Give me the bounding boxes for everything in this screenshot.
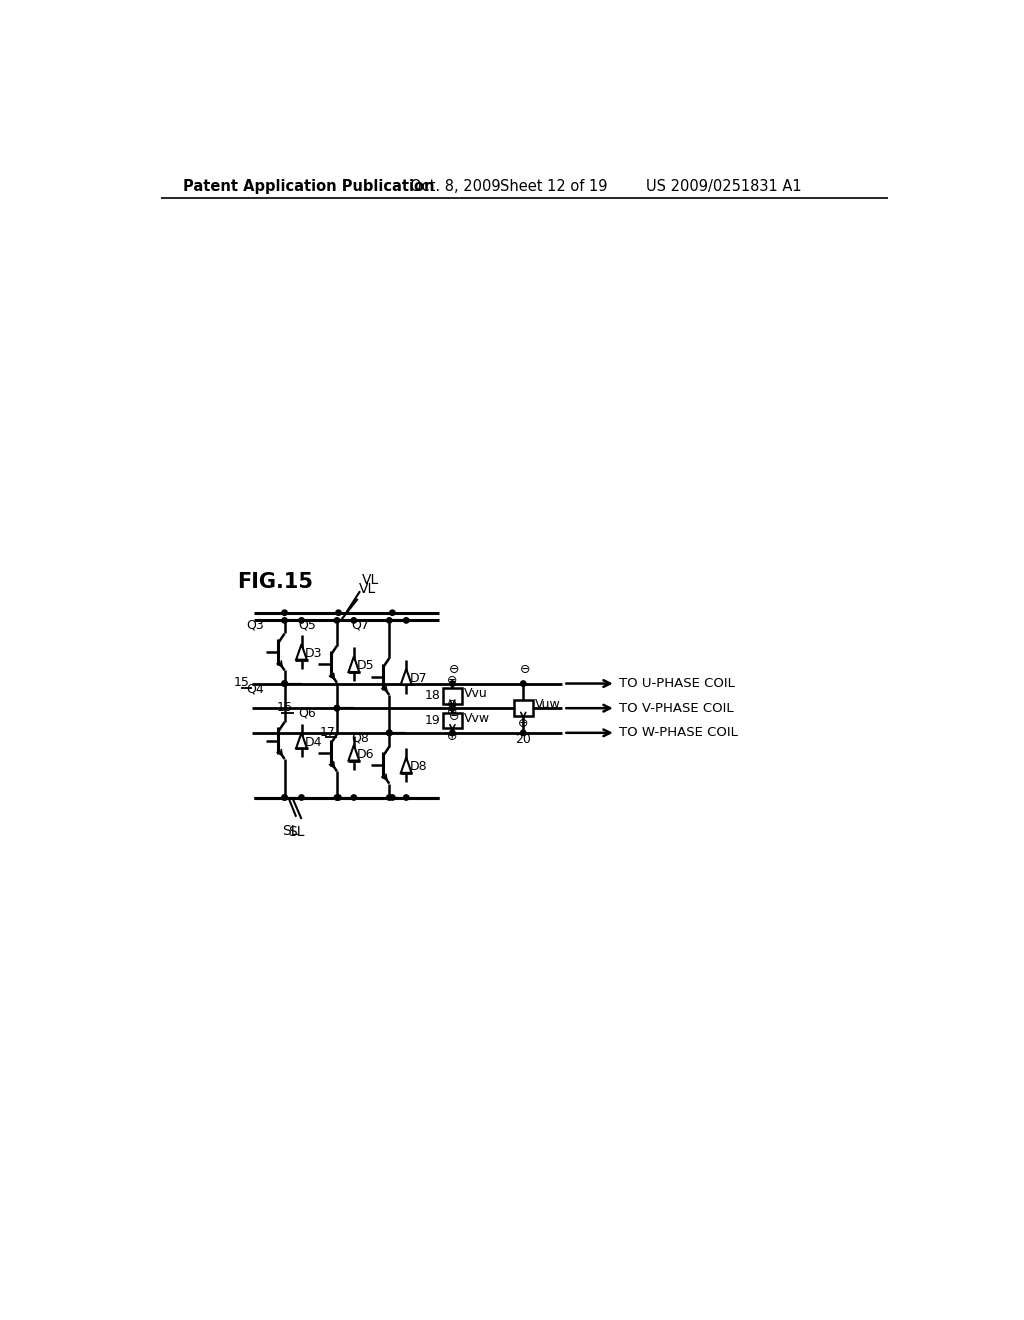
Text: ⊖: ⊖ [447, 698, 458, 711]
Circle shape [390, 610, 395, 615]
Text: ⊖: ⊖ [519, 663, 530, 676]
Circle shape [387, 730, 392, 735]
Text: VL: VL [359, 582, 377, 595]
Circle shape [351, 795, 356, 800]
Circle shape [450, 681, 455, 686]
Text: TO W-PHASE COIL: TO W-PHASE COIL [618, 726, 737, 739]
Circle shape [450, 705, 455, 711]
Text: ⊖: ⊖ [447, 673, 458, 686]
Circle shape [387, 795, 392, 800]
Text: D4: D4 [304, 735, 323, 748]
FancyBboxPatch shape [443, 688, 462, 704]
Circle shape [336, 795, 341, 800]
Circle shape [282, 610, 288, 615]
Text: ⊖: ⊖ [449, 663, 459, 676]
Text: D3: D3 [304, 647, 323, 660]
Text: SL: SL [283, 825, 299, 838]
Circle shape [387, 618, 392, 623]
Circle shape [282, 681, 288, 686]
Polygon shape [400, 758, 412, 774]
Text: Sheet 12 of 19: Sheet 12 of 19 [500, 180, 607, 194]
Circle shape [299, 795, 304, 800]
Text: Q5: Q5 [298, 619, 316, 632]
Circle shape [520, 730, 526, 735]
Text: 18: 18 [424, 689, 440, 702]
Text: FIG.15: FIG.15 [237, 572, 312, 591]
Text: Vvw: Vvw [464, 711, 490, 725]
Text: D5: D5 [357, 659, 375, 672]
Circle shape [403, 618, 409, 623]
Text: 16: 16 [276, 701, 292, 714]
Text: D6: D6 [357, 748, 375, 760]
Circle shape [450, 705, 455, 711]
Text: Q8: Q8 [351, 731, 369, 744]
Circle shape [336, 610, 341, 615]
Text: 17: 17 [319, 726, 336, 739]
Text: ⊖: ⊖ [449, 710, 459, 723]
Polygon shape [296, 733, 307, 748]
Circle shape [450, 730, 455, 735]
Polygon shape [296, 644, 307, 660]
Polygon shape [348, 744, 359, 760]
Text: ⊕: ⊕ [447, 705, 458, 718]
Text: Oct. 8, 2009: Oct. 8, 2009 [410, 180, 501, 194]
Text: D7: D7 [410, 672, 427, 685]
Circle shape [282, 681, 288, 686]
Text: Vuw: Vuw [535, 698, 560, 711]
Circle shape [351, 618, 356, 623]
Circle shape [334, 705, 340, 711]
Polygon shape [400, 669, 412, 684]
Text: Q3: Q3 [246, 619, 264, 632]
Circle shape [520, 681, 526, 686]
Text: 15: 15 [233, 676, 249, 689]
Text: Q6: Q6 [298, 706, 316, 719]
Text: TO U-PHASE COIL: TO U-PHASE COIL [618, 677, 734, 690]
Text: 19: 19 [424, 714, 440, 727]
Circle shape [387, 730, 392, 735]
Text: ⊕: ⊕ [518, 718, 528, 730]
FancyBboxPatch shape [443, 713, 462, 729]
Circle shape [282, 795, 288, 800]
Text: Vvu: Vvu [464, 686, 487, 700]
Text: VL: VL [361, 573, 379, 587]
Circle shape [334, 795, 340, 800]
Circle shape [334, 618, 340, 623]
Text: SL: SL [288, 825, 304, 840]
Text: Patent Application Publication: Patent Application Publication [183, 180, 434, 194]
Text: TO V-PHASE COIL: TO V-PHASE COIL [618, 702, 733, 714]
Circle shape [299, 618, 304, 623]
FancyBboxPatch shape [514, 701, 532, 715]
Text: Q7: Q7 [351, 619, 369, 632]
Polygon shape [348, 656, 359, 672]
Text: D8: D8 [410, 760, 427, 774]
Circle shape [403, 795, 409, 800]
Circle shape [282, 618, 288, 623]
Circle shape [282, 795, 288, 800]
Circle shape [390, 795, 395, 800]
Text: ⊕: ⊕ [447, 730, 458, 743]
Text: US 2009/0251831 A1: US 2009/0251831 A1 [646, 180, 802, 194]
Text: 20: 20 [515, 733, 531, 746]
Circle shape [334, 705, 340, 711]
Text: Q4: Q4 [246, 682, 264, 696]
